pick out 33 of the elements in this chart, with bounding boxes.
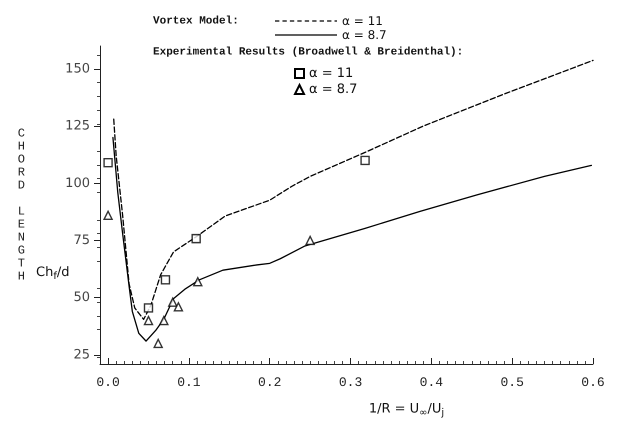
point <box>159 316 169 326</box>
point <box>193 276 202 286</box>
legend-label: α = 8.7 <box>309 82 358 97</box>
legend-label: α = 11 <box>342 14 383 28</box>
point <box>191 234 201 244</box>
point <box>144 316 154 326</box>
point <box>360 156 370 166</box>
legend-label: α = 8.7 <box>342 28 387 42</box>
y-tick-label: 50 <box>73 290 90 306</box>
x-tick-label: 0.0 <box>96 375 120 390</box>
point <box>153 338 163 348</box>
point <box>168 298 178 307</box>
point <box>305 236 315 246</box>
x-tick-label: 0.5 <box>500 375 524 390</box>
y-tick-label: 75 <box>73 232 90 248</box>
text: Vortex Model: <box>153 16 239 28</box>
point <box>174 302 184 312</box>
x-tick-label: 0.1 <box>177 375 201 390</box>
annotation: Experimental Results (Broadwell & Breidenthal): <box>153 46 464 58</box>
x-tick-label: 0.6 <box>581 375 605 390</box>
y-tick-label: 125 <box>65 118 90 134</box>
x-tick-label: 0.2 <box>258 375 282 390</box>
legend-label: α = 11 <box>309 66 354 81</box>
y-tick-label: 150 <box>65 61 90 76</box>
x-tick-label: 0.4 <box>420 375 444 390</box>
text: CHORD LENGTH <box>18 126 25 284</box>
point <box>103 158 113 168</box>
y-tick-label: 100 <box>65 176 90 191</box>
point <box>103 210 113 220</box>
point <box>144 303 154 313</box>
point <box>160 275 170 285</box>
y-tick-label: 25 <box>73 347 90 362</box>
x-tick-label: 0.3 <box>338 375 362 390</box>
